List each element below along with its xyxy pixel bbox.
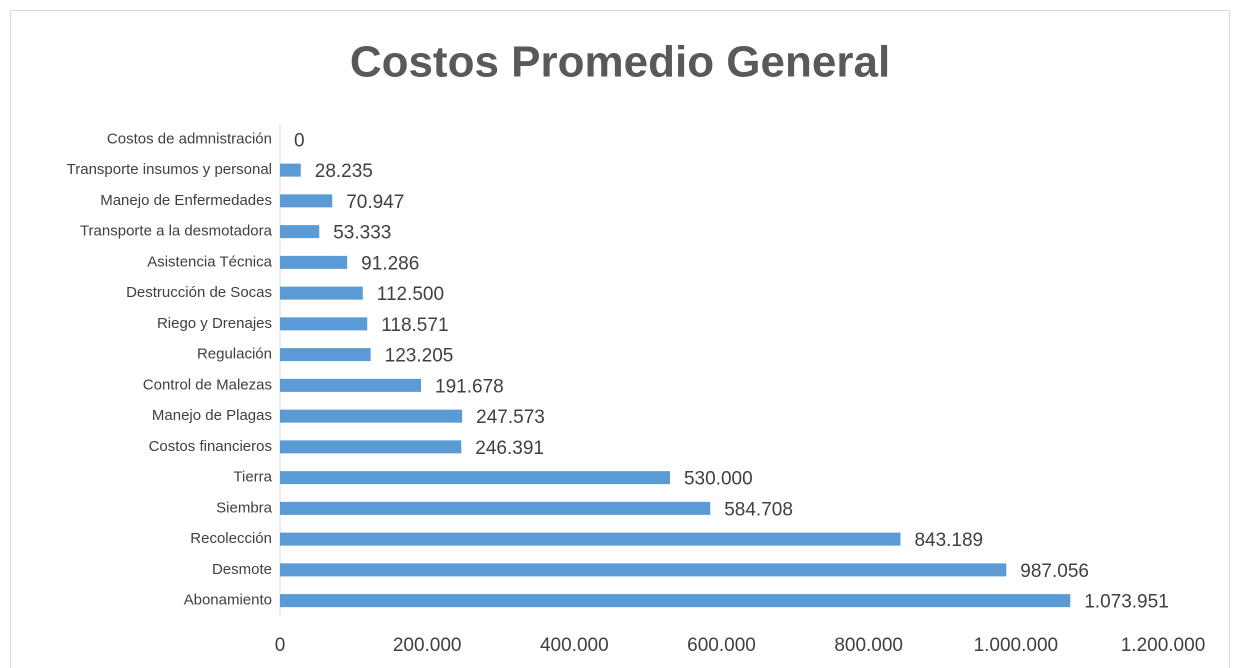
y-tick-label: Abonamiento xyxy=(184,592,272,609)
x-tick-label: 600.000 xyxy=(687,635,756,656)
y-tick-label: Regulación xyxy=(197,346,272,363)
x-tick-label: 1.000.000 xyxy=(974,635,1059,656)
chart-frame xyxy=(10,10,1230,668)
bar xyxy=(280,163,301,177)
data-label: 91.286 xyxy=(361,253,419,274)
y-tick-label: Control de Malezas xyxy=(143,376,272,393)
x-tick-label: 800.000 xyxy=(834,635,903,656)
y-tick-label: Costos financieros xyxy=(149,438,272,455)
data-label: 1.073.951 xyxy=(1084,592,1169,613)
data-label: 843.189 xyxy=(914,530,983,551)
y-tick-label: Costos de admnistración xyxy=(107,130,272,147)
y-tick-label: Asistencia Técnica xyxy=(147,253,272,270)
y-tick-label: Manejo de Plagas xyxy=(152,407,272,424)
data-label: 246.391 xyxy=(475,438,544,459)
data-label: 584.708 xyxy=(724,499,793,520)
x-tick-label: 1.200.000 xyxy=(1121,635,1206,656)
bar xyxy=(280,532,901,546)
y-tick-label: Tierra xyxy=(233,469,272,486)
bar xyxy=(280,255,348,269)
y-tick-label: Destrucción de Socas xyxy=(126,284,272,301)
bar xyxy=(280,563,1007,577)
y-tick-label: Transporte a la desmotadora xyxy=(80,223,273,240)
y-tick-label: Recolección xyxy=(190,530,272,547)
data-label: 112.500 xyxy=(377,284,444,305)
data-label: 118.571 xyxy=(381,315,448,336)
data-label: 191.678 xyxy=(435,376,504,397)
data-label: 123.205 xyxy=(385,346,454,367)
data-label: 247.573 xyxy=(476,407,545,428)
bar xyxy=(280,594,1071,608)
y-tick-label: Manejo de Enfermedades xyxy=(100,192,272,209)
bar xyxy=(280,194,333,208)
data-label: 70.947 xyxy=(346,192,404,213)
bar xyxy=(280,286,363,300)
bar xyxy=(280,409,463,423)
data-label: 987.056 xyxy=(1020,561,1089,582)
y-tick-label: Siembra xyxy=(216,499,273,516)
data-label: 28.235 xyxy=(315,161,373,182)
bar xyxy=(280,501,711,515)
x-tick-label: 400.000 xyxy=(540,635,609,656)
chart-title: Costos Promedio General xyxy=(350,38,890,87)
bar xyxy=(280,378,422,392)
bar xyxy=(280,348,371,362)
data-label: 530.000 xyxy=(684,469,753,490)
bar xyxy=(280,225,320,239)
y-tick-label: Riego y Drenajes xyxy=(157,315,272,332)
y-tick-label: Desmote xyxy=(212,561,272,578)
bar xyxy=(280,440,462,454)
x-tick-label: 200.000 xyxy=(393,635,462,656)
x-tick-label: 0 xyxy=(275,635,286,656)
data-label: 53.333 xyxy=(333,223,391,244)
bar xyxy=(280,471,670,485)
bar xyxy=(280,317,368,331)
y-tick-label: Transporte insumos y personal xyxy=(67,161,272,178)
data-label: 0 xyxy=(294,130,305,151)
